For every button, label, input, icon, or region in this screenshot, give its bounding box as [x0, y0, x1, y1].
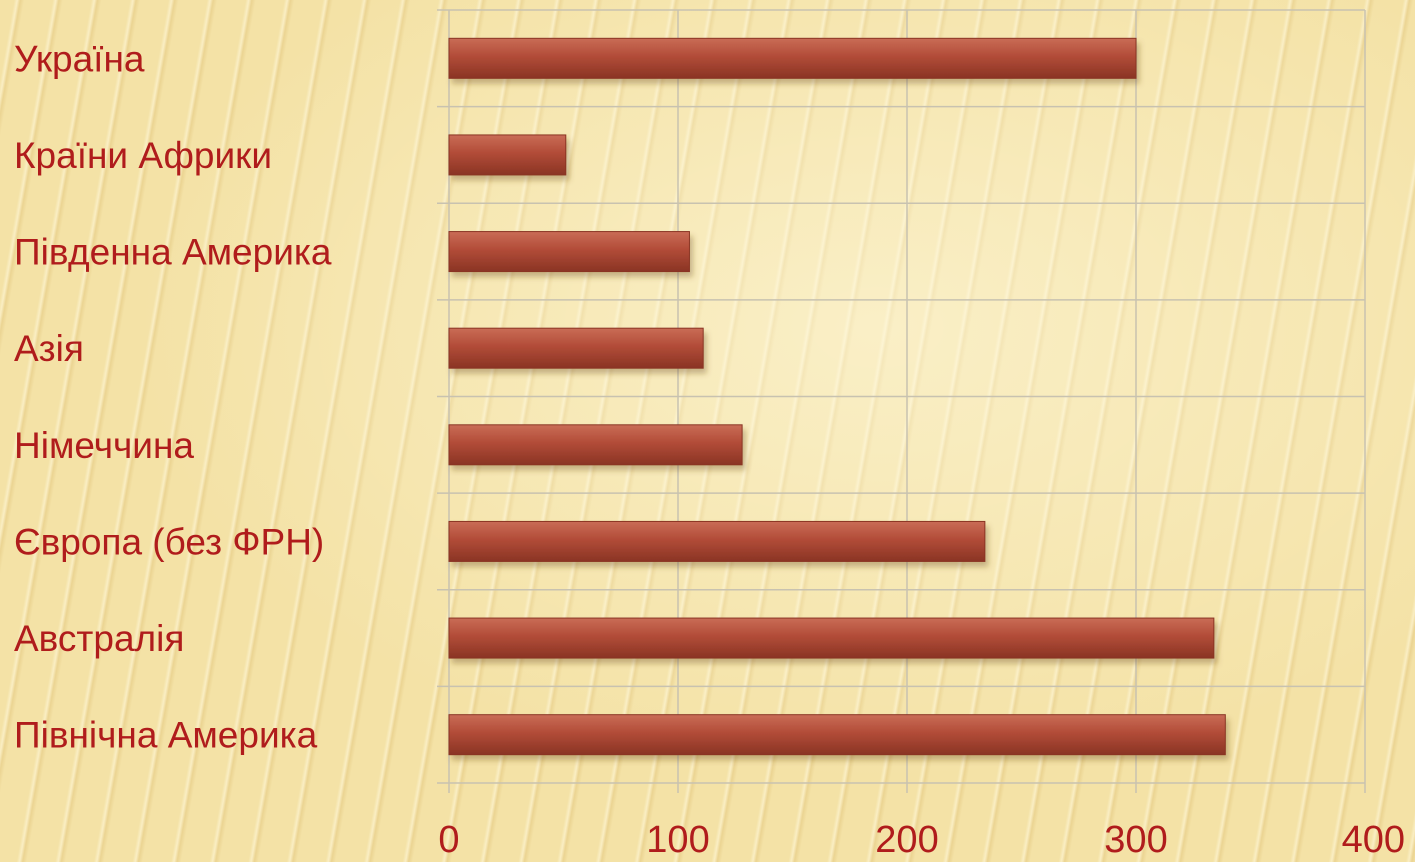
- category-label: Південна Америка: [14, 232, 332, 273]
- x-tick-label: 300: [1104, 819, 1167, 861]
- x-tick-label: 100: [646, 819, 709, 861]
- category-label: Німеччина: [14, 425, 194, 466]
- chart-gridlines: [437, 9, 1366, 793]
- bar: [448, 231, 690, 273]
- category-label: Країни Африки: [14, 135, 272, 176]
- bar: [448, 520, 986, 562]
- bar: [448, 327, 704, 369]
- x-axis-tick-labels: 0 100 200 300 400: [438, 819, 1405, 861]
- category-label: Австралія: [14, 618, 184, 659]
- x-tick-label: 200: [875, 819, 938, 861]
- bar: [448, 37, 1137, 79]
- category-label: Азія: [14, 328, 84, 369]
- bar: [448, 424, 743, 466]
- category-labels: Україна Країни Африки Південна Америка Азія…: [14, 38, 332, 755]
- category-label: Україна: [14, 38, 145, 79]
- category-label: Європа (без ФРН): [14, 521, 324, 562]
- bar: [448, 714, 1226, 756]
- chart-bars: [448, 37, 1226, 756]
- bar: [448, 134, 567, 176]
- category-label: Північна Америка: [14, 715, 318, 756]
- bar: [448, 617, 1215, 659]
- x-tick-label: 400: [1342, 819, 1405, 861]
- x-tick-label: 0: [438, 819, 459, 861]
